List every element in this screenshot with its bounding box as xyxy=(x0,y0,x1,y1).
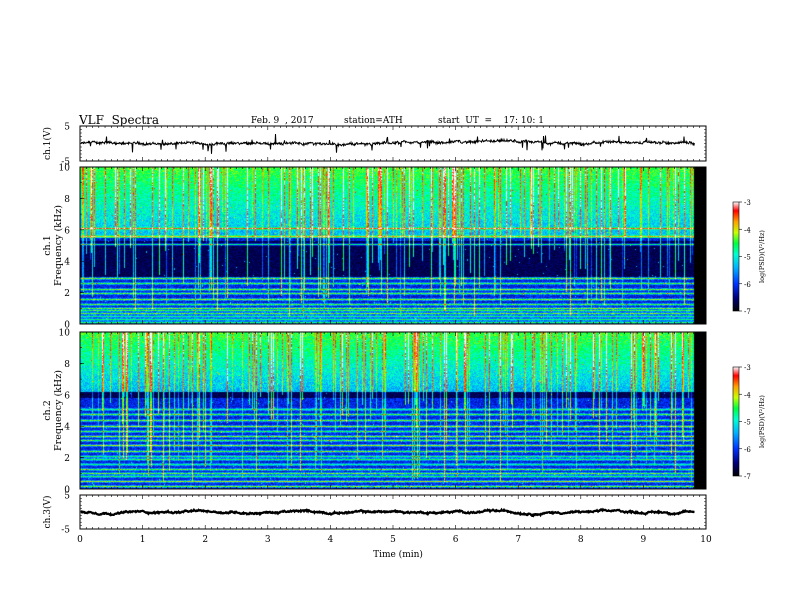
y-axis-label: ch.3(V) xyxy=(42,496,53,529)
y-tick-label: 4 xyxy=(64,423,70,433)
colorbar-tick-label: -6 xyxy=(744,281,751,289)
x-tick-label: 8 xyxy=(578,535,584,545)
x-axis-label: Time (min) xyxy=(373,549,423,560)
y-tick-label: 0 xyxy=(64,321,70,331)
y-tick-label: 5 xyxy=(64,123,70,133)
start-time-label: start UT = 17: 10: 1 xyxy=(438,116,544,126)
y-tick-label: 6 xyxy=(64,391,70,401)
ch1-spectrogram-raster xyxy=(80,167,706,324)
colorbar-tick-label: -7 xyxy=(744,308,751,316)
figure-title: VLF Spectra xyxy=(79,113,160,127)
y-axis-label: ch.2 xyxy=(42,400,53,421)
x-tick-label: 6 xyxy=(453,535,459,545)
x-tick-label: 7 xyxy=(515,535,521,545)
axis-ticks xyxy=(79,125,742,530)
y-axis-label: Frequency (kHz) xyxy=(53,370,64,451)
y-tick-label: -5 xyxy=(61,158,70,168)
date-label: Feb. 9 , 2017 xyxy=(251,116,314,126)
x-tick-label: 0 xyxy=(77,535,83,545)
colorbar-tick-label: -7 xyxy=(744,473,751,481)
x-tick-label: 10 xyxy=(700,535,712,545)
y-axis-label: ch.1 xyxy=(42,235,53,256)
x-tick-label: 9 xyxy=(641,535,647,545)
y-tick-label: 8 xyxy=(64,195,70,205)
colorbar-label: log(PSD)(V²/Hz) xyxy=(758,395,766,448)
ch2-colorbar xyxy=(732,366,740,477)
x-tick-label: 5 xyxy=(390,535,396,545)
y-tick-label: 0 xyxy=(64,486,70,496)
y-tick-label: 2 xyxy=(64,454,70,464)
x-tick-label: 4 xyxy=(328,535,334,545)
colorbar-tick-label: -6 xyxy=(744,446,751,454)
y-tick-label: 5 xyxy=(64,492,70,502)
y-tick-label: 4 xyxy=(64,258,70,268)
y-tick-label: -5 xyxy=(61,526,70,536)
x-tick-label: 1 xyxy=(140,535,146,545)
y-tick-label: 10 xyxy=(59,164,71,174)
colorbar-label: log(PSD)(V²/Hz) xyxy=(758,230,766,283)
ch2-spectrogram-raster xyxy=(80,332,706,489)
colorbar-tick-label: -5 xyxy=(744,419,751,427)
y-tick-label: 10 xyxy=(59,329,71,339)
colorbar-tick-label: -3 xyxy=(744,199,751,207)
ch3-waveform-trace xyxy=(80,507,695,518)
y-tick-label: 8 xyxy=(64,360,70,370)
colorbar-tick-label: -4 xyxy=(744,391,751,399)
colorbar-tick-label: -3 xyxy=(744,364,751,372)
station-label: station=ATH xyxy=(344,116,403,126)
ch1-colorbar xyxy=(732,201,740,312)
axis-labels: 0 1 2 3 4 5 6 7 8 9 10 Time (min) 5 -5 ch.1(V) 10 8 6 4 2 0 c… xyxy=(42,123,766,561)
colorbar-tick-label: -5 xyxy=(744,254,751,262)
y-axis-label: Frequency (kHz) xyxy=(53,205,64,286)
x-tick-label: 3 xyxy=(265,535,271,545)
y-tick-label: 2 xyxy=(64,289,70,299)
y-axis-label: ch.1(V) xyxy=(42,127,53,160)
x-tick-label: 2 xyxy=(202,535,208,545)
colorbar-tick-label: -4 xyxy=(744,226,751,234)
y-tick-label: 6 xyxy=(64,226,70,236)
ch1-waveform-trace xyxy=(80,133,695,154)
